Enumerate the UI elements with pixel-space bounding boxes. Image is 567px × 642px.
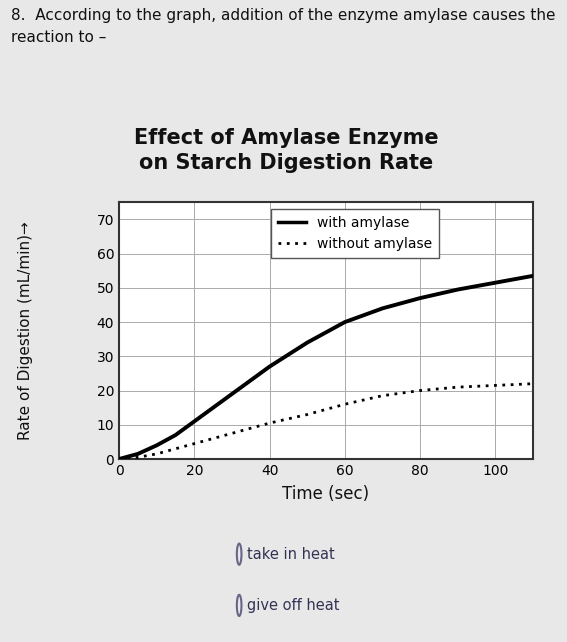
Text: give off heat: give off heat bbox=[247, 598, 340, 613]
Text: take in heat: take in heat bbox=[247, 547, 335, 562]
Text: Effect of Amylase Enzyme
on Starch Digestion Rate: Effect of Amylase Enzyme on Starch Diges… bbox=[134, 128, 439, 173]
X-axis label: Time (sec): Time (sec) bbox=[282, 485, 370, 503]
Text: Rate of Digestion (mL/min)→: Rate of Digestion (mL/min)→ bbox=[18, 221, 33, 440]
Text: 8.  According to the graph, addition of the enzyme amylase causes the
reaction t: 8. According to the graph, addition of t… bbox=[11, 8, 556, 45]
Legend: with amylase, without amylase: with amylase, without amylase bbox=[271, 209, 439, 258]
